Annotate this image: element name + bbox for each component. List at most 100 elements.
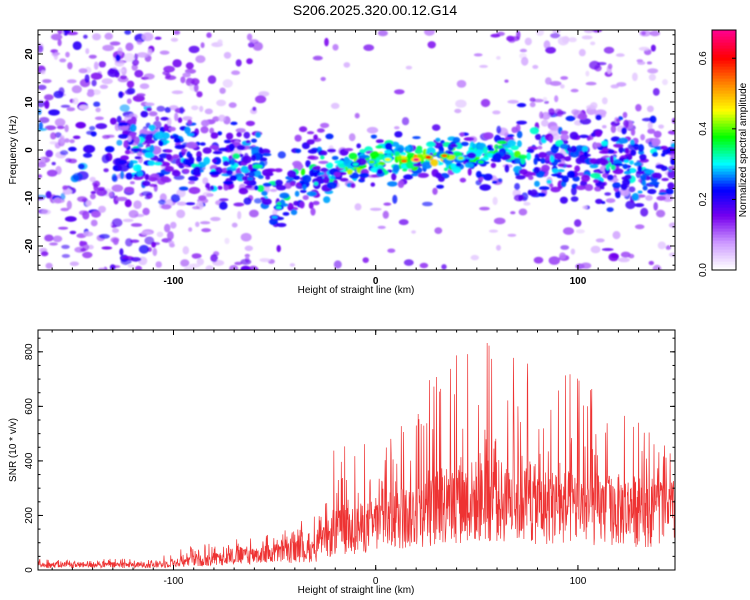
spectrogram-cell	[333, 171, 341, 178]
spectrogram-cell	[530, 189, 538, 196]
spectrogram-y-tick-label: -20	[24, 238, 35, 253]
spectrogram-cell	[557, 163, 566, 167]
spectrogram-cell	[551, 173, 561, 177]
spectrogram-cell	[541, 119, 549, 127]
spectrogram-cell	[456, 80, 467, 88]
spectrogram-cell	[195, 55, 206, 63]
spectrogram-cell	[173, 30, 181, 35]
spectrogram-cell	[160, 204, 172, 210]
spectrogram-cell	[48, 109, 60, 116]
spectrogram-cell	[662, 79, 668, 86]
spectrogram-cell	[148, 177, 158, 182]
spectrogram-cell	[199, 221, 211, 225]
spectrogram-cell	[523, 201, 531, 206]
spectrogram-cell	[68, 158, 77, 164]
spectrogram-cell	[199, 142, 206, 146]
spectrogram-hotspot	[352, 162, 359, 166]
spectrogram-cell	[82, 210, 90, 220]
colorbar-band	[712, 117, 736, 121]
spectrogram-cell	[200, 42, 205, 49]
spectrogram-cell	[201, 119, 210, 127]
spectrogram-cell	[309, 169, 314, 177]
spectrogram-cell	[129, 160, 134, 169]
spectrogram-cell	[119, 248, 124, 256]
spectrogram-cell	[135, 265, 142, 270]
spectrogram-cell	[229, 175, 238, 181]
spectrogram-cell	[540, 157, 546, 164]
colorbar-band	[712, 255, 736, 259]
spectrogram-cell	[124, 149, 131, 155]
spectrogram-cell	[66, 200, 72, 210]
spectrogram-cell	[188, 186, 201, 195]
spectrogram-cell	[392, 164, 400, 173]
spectrogram-cell	[320, 122, 330, 129]
spectrogram-cell	[313, 181, 319, 186]
spectrogram-cell	[604, 192, 612, 196]
spectrogram-cell	[210, 132, 219, 139]
spectrogram-cell	[153, 162, 163, 166]
spectrogram-cell	[196, 91, 203, 98]
spectrogram-cell	[369, 151, 380, 159]
spectrogram-cell	[200, 126, 209, 134]
spectrogram-cell	[550, 186, 561, 193]
spectrogram-cell	[231, 70, 241, 75]
colorbar-band	[712, 216, 736, 220]
spectrogram-cell	[132, 95, 145, 102]
spectrogram-cell	[434, 227, 443, 235]
spectrogram-cell	[647, 121, 653, 130]
spectrogram-cell	[276, 245, 281, 253]
colorbar-band	[712, 129, 736, 133]
spectrogram-cell	[163, 123, 169, 132]
spectrogram-cell	[154, 36, 162, 40]
spectrogram-cell	[141, 180, 151, 187]
spectrogram-cell	[391, 172, 397, 181]
spectrogram-cell	[132, 147, 139, 153]
colorbar-band	[712, 258, 736, 262]
spectrogram-cell	[623, 170, 632, 175]
spectrogram-cell	[375, 145, 383, 149]
spectrogram-cell	[589, 60, 601, 70]
spectrogram-cell	[45, 149, 53, 158]
spectrogram-cell	[325, 133, 334, 140]
spectrogram-cell	[323, 176, 330, 184]
spectrogram-cell	[234, 261, 243, 266]
spectrogram-cell	[585, 81, 597, 86]
spectrogram-cell	[78, 68, 88, 74]
figure-title: S206.2025.320.00.12.G14	[293, 2, 457, 18]
spectrogram-cell	[629, 160, 634, 165]
spectrogram-cell	[377, 225, 386, 229]
spectrogram-cell	[515, 175, 526, 180]
colorbar-axis: 0.0 0.2 0.4 0.6	[698, 51, 736, 277]
spectrogram-cell	[253, 185, 259, 191]
spectrogram-cell	[240, 258, 252, 265]
spectrogram-cell	[630, 128, 636, 136]
spectrogram-cell	[307, 156, 316, 160]
spectrogram-cell	[513, 194, 525, 202]
spectrogram-cell	[155, 116, 160, 122]
spectrogram-cell	[72, 135, 81, 140]
spectrogram-cell	[134, 53, 139, 60]
spectrogram-cell	[366, 126, 379, 134]
spectrogram-cell	[492, 153, 502, 161]
spectrogram-cell	[640, 207, 649, 217]
spectrogram-cell	[467, 168, 472, 176]
spectrogram-cell	[635, 104, 642, 112]
spectrogram-cell	[595, 198, 603, 204]
spectrogram-cell	[450, 143, 458, 148]
spectrogram-cell	[293, 200, 299, 206]
snr-x-label: Height of straight line (km)	[298, 585, 415, 596]
spectrogram-cell	[243, 197, 252, 205]
spectrogram-cell	[308, 201, 314, 209]
colorbar-band	[712, 189, 736, 193]
spectrogram-cell	[78, 104, 89, 110]
spectrogram-cell	[158, 199, 166, 205]
spectrogram-cell	[289, 263, 296, 267]
colorbar-band	[712, 75, 736, 79]
spectrogram-cell	[570, 88, 579, 93]
spectrogram-cell	[661, 153, 666, 157]
spectrogram-cell	[312, 200, 320, 206]
spectrogram-cell	[38, 45, 44, 53]
colorbar-band	[712, 147, 736, 151]
spectrogram-cell	[652, 264, 662, 270]
spectrogram-cell	[252, 164, 263, 169]
